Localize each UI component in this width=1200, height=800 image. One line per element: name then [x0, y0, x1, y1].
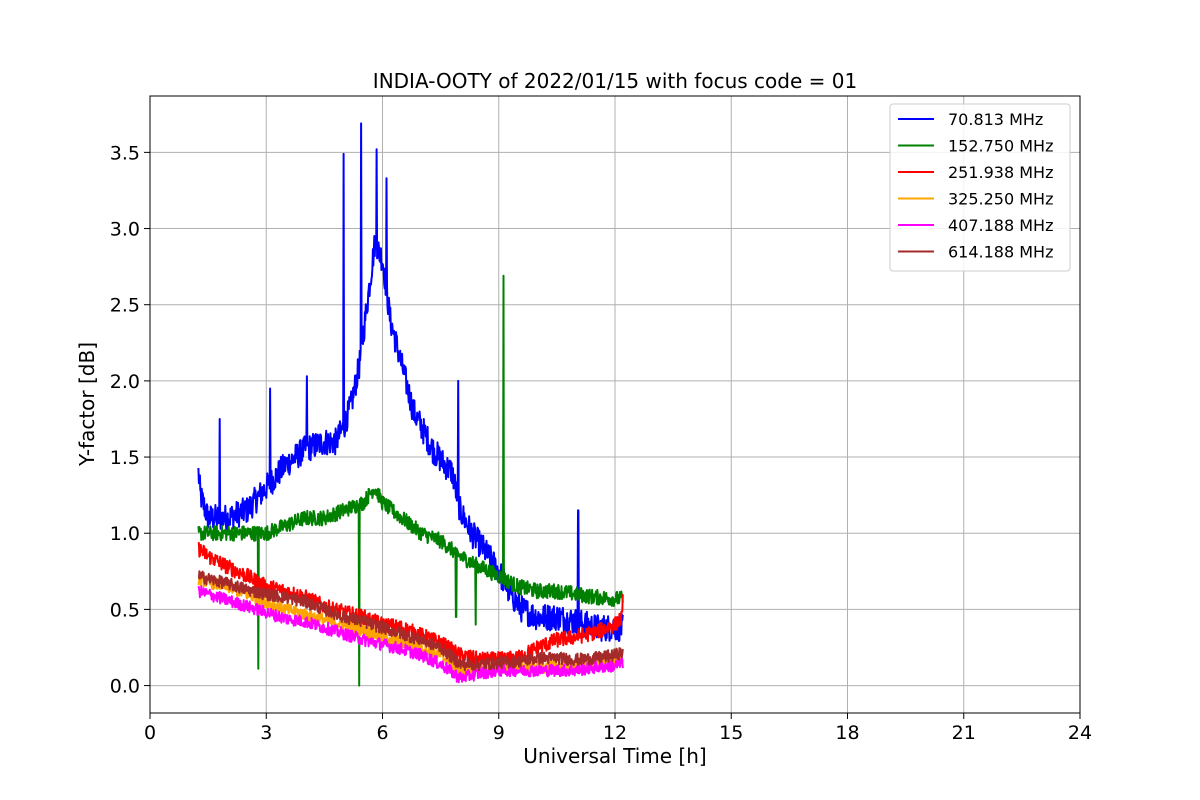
legend-label: 407.188 MHz — [948, 216, 1053, 235]
series-layer — [197, 122, 624, 687]
y-tick-label: 1.0 — [110, 523, 140, 545]
legend-label: 614.188 MHz — [948, 243, 1053, 262]
x-tick-label: 15 — [719, 722, 743, 744]
x-tick-label: 0 — [144, 722, 156, 744]
x-tick-label: 24 — [1068, 722, 1092, 744]
x-tick-label: 3 — [260, 722, 272, 744]
legend-label: 251.938 MHz — [948, 163, 1053, 182]
y-tick-label: 2.5 — [110, 295, 140, 317]
y-tick-label: 0.5 — [110, 599, 140, 621]
y-tick-label: 3.0 — [110, 219, 140, 241]
series-line-0 — [197, 122, 624, 642]
x-tick-label: 12 — [603, 722, 627, 744]
chart-title: INDIA-OOTY of 2022/01/15 with focus code… — [373, 69, 857, 93]
legend-label: 152.750 MHz — [948, 137, 1053, 156]
legend: 70.813 MHz 152.750 MHz 251.938 MHz 325.250 … — [889, 103, 1071, 272]
series-line-5 — [197, 570, 624, 672]
y-tick-label: 0.0 — [110, 676, 140, 698]
x-axis-label: Universal Time [h] — [523, 744, 706, 768]
x-tick-label: 6 — [376, 722, 388, 744]
series-line-1 — [197, 274, 624, 687]
y-axis-label: Y-factor [dB] — [75, 342, 99, 467]
x-tick-label: 18 — [835, 722, 859, 744]
legend-label: 70.813 MHz — [948, 110, 1043, 129]
x-axis: 0 3 6 9 12 15 18 21 24 — [144, 713, 1092, 744]
x-tick-label: 21 — [952, 722, 976, 744]
y-axis: 0.0 0.5 1.0 1.5 2.0 2.5 3.0 3.5 — [110, 142, 150, 698]
y-tick-label: 3.5 — [110, 142, 140, 164]
series-line-4 — [197, 585, 624, 684]
legend-box — [889, 103, 1071, 272]
legend-label: 325.250 MHz — [948, 190, 1053, 209]
y-tick-label: 2.0 — [110, 371, 140, 393]
x-tick-label: 9 — [493, 722, 505, 744]
y-tick-label: 1.5 — [110, 447, 140, 469]
